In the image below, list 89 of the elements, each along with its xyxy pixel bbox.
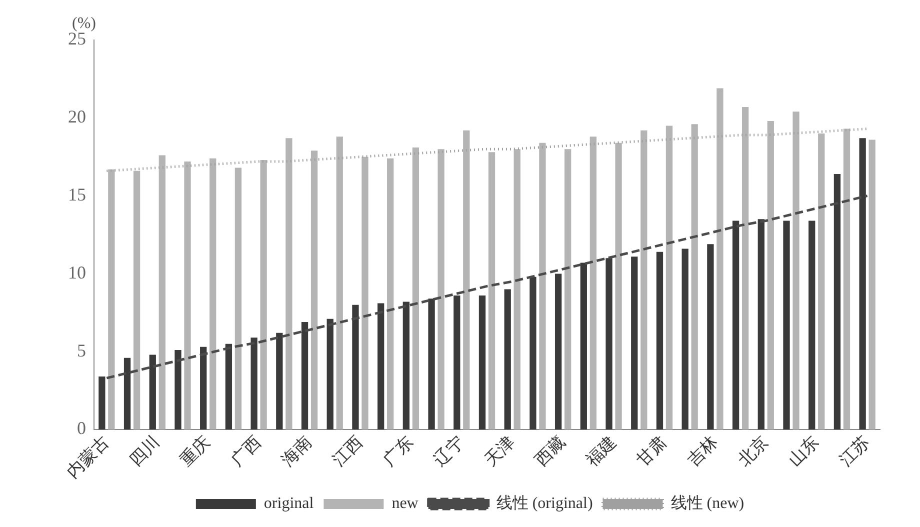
bar <box>200 346 207 430</box>
x-tick-label: 广西 <box>227 432 266 470</box>
bar <box>336 136 343 430</box>
y-tick-label: 10 <box>68 262 86 282</box>
bar <box>276 332 283 430</box>
bar <box>286 138 292 430</box>
bar <box>656 252 664 430</box>
bar <box>250 338 258 430</box>
x-tick-label: 江西 <box>328 432 367 470</box>
bar <box>378 303 384 430</box>
line-series <box>105 128 869 172</box>
y-axis-title: (%) <box>72 15 96 32</box>
legend-label: 线性 (new) <box>670 494 744 512</box>
x-tick-label: 江苏 <box>836 432 874 470</box>
bar <box>260 160 267 430</box>
bar <box>554 274 562 430</box>
bar <box>362 156 368 430</box>
bar <box>742 106 749 430</box>
y-tick-label: 15 <box>68 184 86 205</box>
y-tick-label: 20 <box>68 106 86 127</box>
x-tick-label: 山东 <box>785 432 824 470</box>
bar <box>514 149 520 430</box>
bar <box>478 296 486 430</box>
bar <box>149 354 156 430</box>
bar <box>174 350 182 430</box>
bar <box>818 133 825 430</box>
bar <box>783 220 790 430</box>
x-tick-label: 甘肃 <box>632 432 672 470</box>
bar <box>530 276 536 430</box>
bar <box>133 170 140 430</box>
bar <box>859 138 866 430</box>
x-tick-label: 西藏 <box>532 432 570 470</box>
bar <box>580 262 587 430</box>
bar <box>504 289 511 430</box>
bar <box>732 220 740 430</box>
bar <box>108 169 115 430</box>
bar <box>352 304 359 430</box>
bar <box>843 128 850 430</box>
bar <box>808 220 816 430</box>
bar <box>691 124 698 430</box>
bar <box>326 318 334 430</box>
bar <box>767 121 774 430</box>
bar <box>428 298 435 430</box>
bar <box>606 258 612 430</box>
bar <box>225 344 232 430</box>
bar <box>488 152 496 430</box>
bar <box>124 358 131 430</box>
legend-label: new <box>392 495 419 512</box>
bar <box>631 256 638 430</box>
x-tick-label: 海南 <box>278 432 316 470</box>
x-tick-label: 辽宁 <box>430 432 468 470</box>
bar <box>402 302 410 430</box>
x-tick-label: 福建 <box>582 432 620 470</box>
bar <box>707 244 714 430</box>
bar <box>640 130 648 430</box>
bar <box>158 155 166 430</box>
x-tick-label: 北京 <box>734 432 773 470</box>
bar <box>184 162 191 430</box>
bar <box>234 168 242 430</box>
bar <box>868 140 876 430</box>
bar <box>463 130 470 430</box>
x-tick-label: 广东 <box>379 432 418 470</box>
bar <box>666 126 673 430</box>
bar <box>615 142 622 430</box>
bar <box>590 136 596 430</box>
x-tick-label: 重庆 <box>176 432 215 470</box>
bar <box>758 219 764 430</box>
bar <box>834 174 841 430</box>
bar <box>210 158 216 430</box>
bar <box>301 322 308 430</box>
bar <box>716 88 724 430</box>
x-tick-label: 四川 <box>126 432 164 470</box>
y-tick-label: 5 <box>77 340 86 360</box>
legend-label: original <box>264 495 314 512</box>
line-series <box>105 194 869 380</box>
x-tick-label: 天津 <box>480 432 520 470</box>
bar <box>310 150 318 430</box>
bar <box>682 248 688 430</box>
x-tick-label: 吉林 <box>684 432 722 470</box>
bar <box>98 376 106 430</box>
bar <box>387 158 394 430</box>
bar <box>454 296 460 430</box>
bar <box>412 148 420 430</box>
y-tick-label: 0 <box>77 418 86 438</box>
bar <box>539 142 546 430</box>
bar <box>792 112 800 430</box>
bar <box>564 149 572 430</box>
bar <box>438 149 444 430</box>
legend-label: 线性 (original) <box>496 494 593 512</box>
